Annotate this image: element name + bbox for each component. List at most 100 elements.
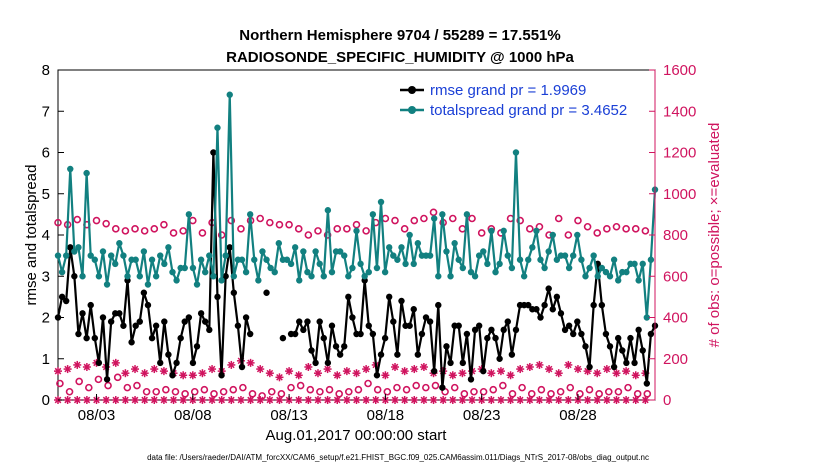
obs-possible-marker [217,231,226,239]
series-0-point [602,330,610,338]
obs-evaluated-stroke [613,369,620,377]
obs-possible-marker [489,385,498,394]
series-0-point [386,293,393,301]
obs-evaluated-marker [573,365,582,374]
obs-evaluated-marker [111,358,120,367]
series-1-point [287,260,295,268]
series-0-point [439,384,446,391]
series-1-point [161,260,168,268]
series-1-point [242,268,250,276]
obs-possible-marker [123,383,132,392]
series-1-point [185,211,193,218]
obs-evaluated-stroke [122,369,129,377]
series-1-point [475,252,483,259]
obs-possible-marker [410,216,419,225]
series-1-point [157,252,164,259]
series-0-point [480,367,487,375]
series-0-point [148,334,156,342]
obs-possible-marker [277,390,286,398]
obs-evaluated-marker [198,369,207,378]
obs-evaluated-stroke [391,396,399,404]
series-1-point [373,264,381,272]
series-0-point [561,326,569,334]
obs-evaluated-stroke [420,363,428,371]
series-0-point [304,318,311,325]
obs-evaluated-marker [554,396,563,404]
series-1-point [112,260,119,268]
obs-evaluated-marker [525,396,534,404]
series-0-point [210,149,217,156]
y-tick-label: 3 [42,268,50,285]
obs-evaluated-stroke [565,396,572,404]
obs-evaluated-marker [333,371,342,380]
series-0-point [418,330,426,338]
series-0-point [610,363,618,371]
series-1-point [345,273,352,280]
obs-evaluated-stroke [324,365,331,373]
obs-possible-marker [364,379,372,388]
x-tick-label: 08/28 [559,407,597,424]
series-1-point [95,273,103,280]
obs-evaluated-marker [275,396,284,404]
obs-evaluated-stroke [314,396,322,404]
series-0-point [512,326,520,334]
series-1-point [263,256,270,263]
obs-evaluated-stroke [247,359,254,367]
series-0-point [614,334,622,342]
series-0-point [447,359,454,367]
series-1-point [365,268,372,276]
series-1-point [439,211,446,218]
obs-possible-marker [622,225,630,233]
obs-evaluated-stroke [536,396,543,404]
series-0-point [79,310,86,317]
series-0-point [463,330,471,338]
series-1-point [614,277,622,284]
obs-evaluated-stroke [362,396,370,404]
obs-evaluated-marker [352,396,361,404]
x-axis-label: Aug.01,2017 00:00:00 start [266,427,448,444]
obs-possible-marker [150,225,159,233]
series-0-point [570,330,577,338]
series-1-point [381,268,389,276]
series-0-point [230,289,238,296]
obs-possible-marker [450,383,459,392]
series-0-point [553,293,561,301]
obs-evaluated-stroke [401,396,408,404]
obs-evaluated-marker [545,365,554,374]
series-0-point [467,376,475,383]
series-0-point [263,289,270,296]
series-0-point [643,380,651,387]
series-1-point [75,244,82,251]
obs-possible-marker [190,387,199,396]
obs-possible-marker [160,220,168,229]
legend: rmse grand pr = 1.9969 totalspread grand… [400,82,627,119]
series-1-point [492,268,499,276]
chart-subtitle: RADIOSONDE_SPECIFIC_HUMIDITY @ 1000 hPa [226,49,574,66]
obs-possible-marker [354,385,363,394]
obs-possible-marker [227,216,236,225]
obs-evaluated-marker [63,396,72,404]
series-1-point [623,268,630,276]
obs-evaluated-marker [102,396,111,404]
series-1-point [336,248,344,255]
obs-possible-marker [518,383,526,392]
obs-evaluated-marker [593,369,602,378]
obs-evaluated-marker [410,365,419,374]
obs-evaluated-marker [458,396,467,404]
obs-possible-marker [641,227,650,235]
obs-evaluated-stroke [160,396,168,404]
obs-evaluated-marker [208,365,217,374]
series-1-point [410,260,417,268]
obs-possible-marker [256,214,265,223]
series-0-point [316,318,323,325]
obs-evaluated-marker [535,360,544,369]
series-1-point [283,256,291,263]
series-1-point [512,149,520,156]
series-1-point [79,273,86,280]
obs-possible-marker [325,385,334,394]
series-1-point [312,248,319,255]
obs-possible-marker [595,390,603,398]
series-1-point [324,207,332,214]
obs-possible-marker [198,229,207,237]
series-0-point [406,322,413,329]
